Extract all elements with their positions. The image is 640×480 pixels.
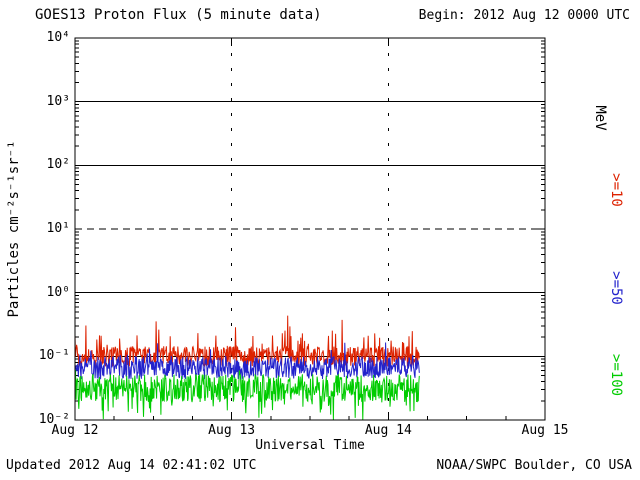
series-line-0: [74, 315, 420, 368]
y-tick-label: 10⁻¹: [38, 348, 70, 364]
series-label-ge50: >=50: [608, 271, 624, 305]
plot-frame: [74, 37, 546, 421]
series-label-ge100: >=100: [608, 353, 624, 397]
y-tick-label: 10⁻²: [38, 412, 70, 427]
y-tick-label: 10⁰: [46, 284, 70, 300]
x-tick-label: Aug 13: [208, 423, 256, 438]
y-axis-label: Particles cm⁻²s⁻¹sr⁻¹: [6, 140, 22, 318]
x-tick-label: Aug 15: [521, 423, 569, 438]
series-line-1: [74, 342, 420, 381]
right-axis-unit-label: MeV: [592, 105, 608, 131]
y-tick-label: 10⁴: [46, 30, 70, 45]
series-label-ge10: >=10: [608, 173, 624, 207]
begin-label: Begin: 2012 Aug 12 0000 UTC: [418, 8, 630, 23]
y-tick-label: 10³: [46, 93, 70, 109]
x-tick-label: Aug 12: [51, 423, 99, 438]
series-line-2: [74, 370, 420, 421]
updated-label: Updated 2012 Aug 14 02:41:02 UTC: [6, 458, 257, 473]
chart-title: GOES13 Proton Flux (5 minute data): [35, 7, 322, 23]
x-tick-label: Aug 14: [364, 423, 412, 438]
y-tick-label: 10¹: [46, 221, 70, 236]
x-axis-label: Universal Time: [255, 438, 365, 453]
y-tick-label: 10²: [46, 157, 70, 173]
source-label: NOAA/SWPC Boulder, CO USA: [436, 458, 632, 473]
